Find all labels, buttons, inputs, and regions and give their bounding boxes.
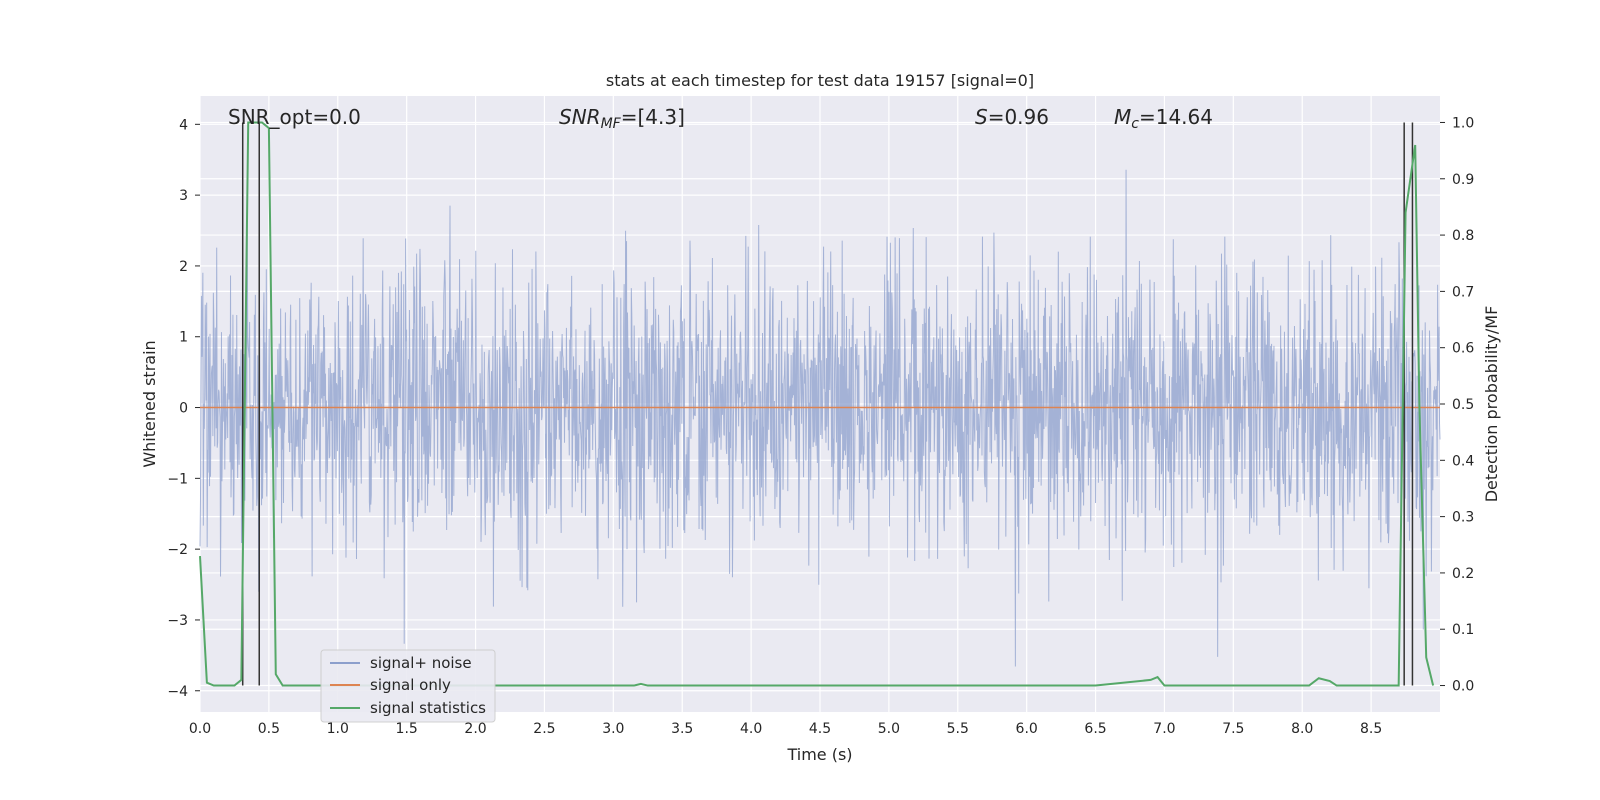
- vertical-markers: [241, 122, 1414, 686]
- y-right-tick-label: 0.2: [1452, 566, 1474, 582]
- y-tick-label: 4: [179, 117, 188, 133]
- y-right-tick-label: 0.1: [1452, 622, 1474, 638]
- x-tick-label: 1.5: [396, 721, 418, 737]
- y-right-tick-label: 0.5: [1452, 397, 1474, 413]
- y-right-tick-label: 0.7: [1452, 284, 1474, 300]
- x-axis-label: Time (s): [786, 745, 852, 764]
- y-tick-label: 0: [179, 401, 188, 417]
- signal-statistics-series: [199, 121, 1435, 687]
- x-tick-label: 4.0: [740, 721, 762, 737]
- x-tick-label: 6.5: [1084, 721, 1106, 737]
- legend-label-signal-only: signal only: [370, 676, 451, 694]
- x-axis-ticks: 0.0 0.5 1.0 1.5 2.0 2.5 3.0 3.5 4.0 4.5 5.0 5.5 6.0 6…: [189, 721, 1382, 737]
- chart-title: stats at each timestep for test data 191…: [606, 71, 1034, 90]
- y-axis-ticks: 4 3 2 1 0 −1 −2 −3 −4: [167, 117, 200, 700]
- x-tick-label: 2.5: [533, 721, 555, 737]
- x-tick-label: 1.0: [327, 721, 349, 737]
- legend-box: [320, 649, 496, 723]
- x-tick-label: 2.0: [464, 721, 486, 737]
- y-right-axis-label: Detection probability/MF: [1482, 306, 1501, 503]
- y-tick-label: −3: [167, 613, 188, 629]
- y-right-axis-ticks: 1.0 0.9 0.8 0.7 0.6 0.5 0.4 0.3 0.2 0.1 0.0: [1440, 115, 1474, 695]
- x-tick-label: 5.0: [878, 721, 900, 737]
- x-tick-label: 7.0: [1153, 721, 1175, 737]
- x-tick-label: 7.5: [1222, 721, 1244, 737]
- y-tick-label: −2: [167, 542, 188, 558]
- signal-statistics-line: [199, 121, 1435, 687]
- legend-label-signal-noise: signal+ noise: [370, 654, 472, 672]
- x-tick-label: 6.0: [1016, 721, 1038, 737]
- x-tick-label: 4.5: [809, 721, 831, 737]
- x-tick-label: 0.5: [258, 721, 280, 737]
- snr-mf-annotation: SNRMF=[4.3]: [559, 105, 685, 132]
- noise-line: [199, 169, 1441, 667]
- y-tick-label: −4: [167, 684, 188, 700]
- x-tick-label: 8.5: [1360, 721, 1382, 737]
- x-tick-label: 8.0: [1291, 721, 1313, 737]
- mc-annotation: Mc=14.64: [1114, 105, 1213, 132]
- strain-noise-series: [199, 169, 1441, 667]
- y-right-tick-label: 0.0: [1452, 679, 1474, 695]
- legend: signal+ noise signal only signal statist…: [320, 649, 496, 723]
- y-right-tick-label: 0.4: [1452, 453, 1474, 469]
- y-right-tick-label: 0.8: [1452, 228, 1474, 244]
- legend-label-signal-statistics: signal statistics: [370, 699, 486, 717]
- x-tick-label: 5.5: [947, 721, 969, 737]
- y-right-tick-label: 0.3: [1452, 510, 1474, 526]
- y-tick-label: 2: [179, 259, 188, 275]
- y-axis-label: Whitened strain: [140, 340, 159, 467]
- y-right-tick-label: 0.9: [1452, 172, 1474, 188]
- x-tick-label: 0.0: [189, 721, 211, 737]
- x-tick-label: 3.0: [602, 721, 624, 737]
- y-right-tick-label: 1.0: [1452, 115, 1474, 131]
- y-tick-label: 3: [179, 188, 188, 204]
- y-tick-label: −1: [167, 471, 188, 487]
- snr-opt-annotation: SNR_opt=0.0: [228, 105, 361, 129]
- s-annotation: S=0.96: [975, 105, 1049, 129]
- x-tick-label: 3.5: [671, 721, 693, 737]
- y-tick-label: 1: [179, 330, 188, 346]
- y-right-tick-label: 0.6: [1452, 341, 1474, 357]
